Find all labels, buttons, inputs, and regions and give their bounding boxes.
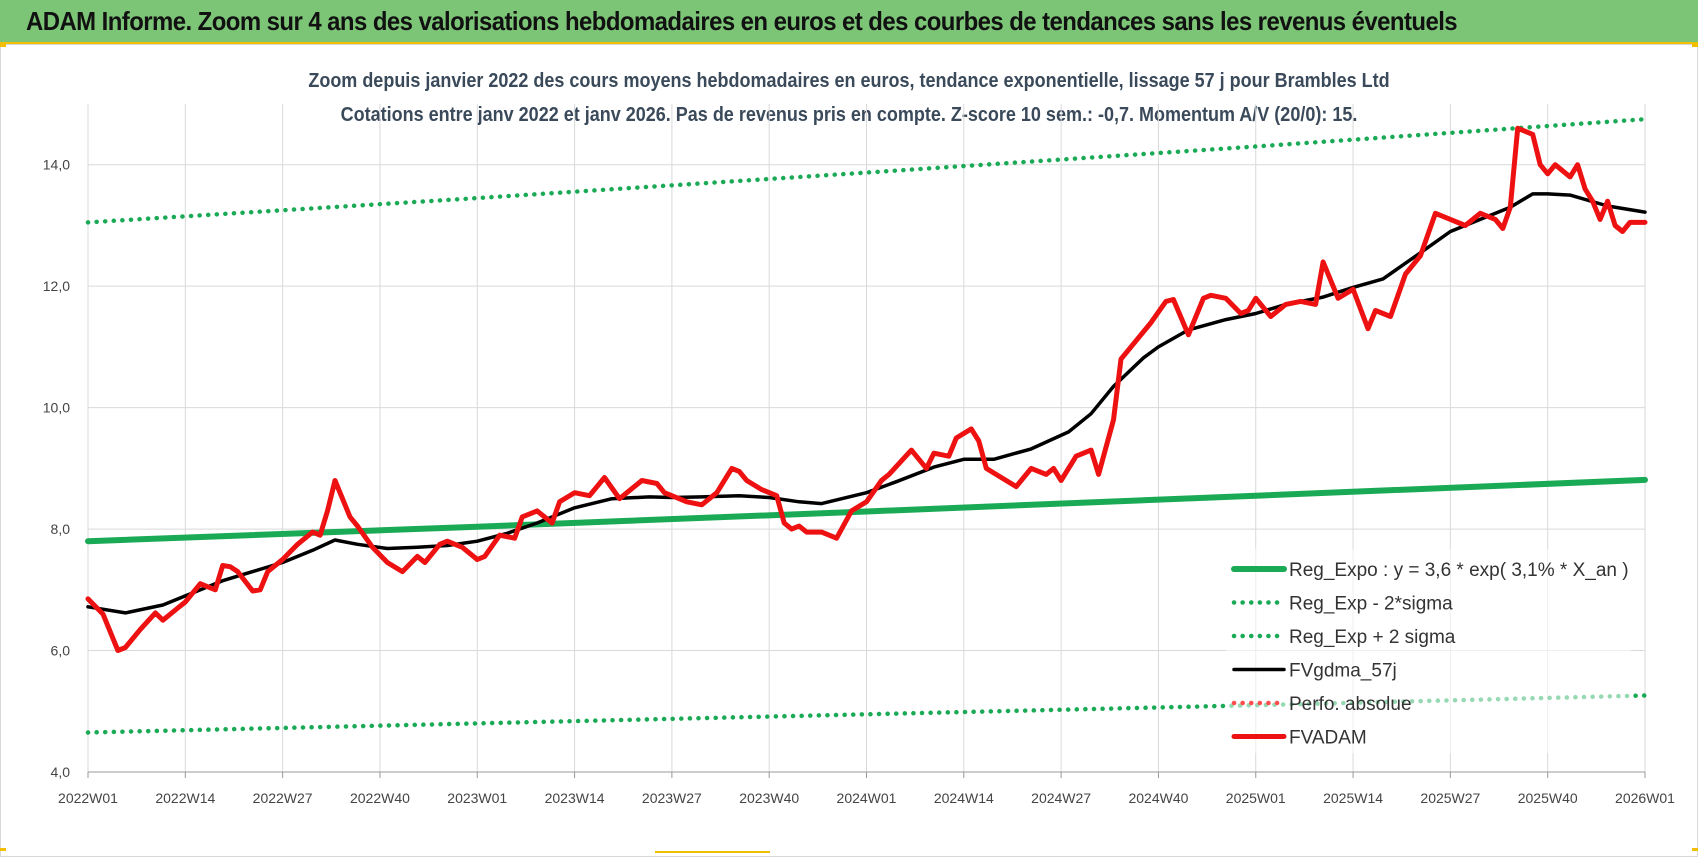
frame-corner-marker [0, 848, 6, 851]
legend-label-perfo-absolue: Perfo. absolue [1289, 694, 1412, 715]
y-tick-label: 12,0 [43, 278, 70, 294]
page-title: ADAM Informe. Zoom sur 4 ans des valoris… [26, 6, 1458, 36]
y-tick-label: 10,0 [43, 400, 70, 416]
x-tick-label: 2023W27 [642, 790, 702, 806]
x-tick-label: 2025W27 [1420, 790, 1480, 806]
y-tick-label: 6,0 [51, 643, 71, 659]
legend-label-fvgdma-57j: FVgdma_57j [1289, 661, 1397, 682]
series-line-reg-exp-2-sigma [85, 116, 1648, 225]
series-line-reg-expo-y-3-6-exp-3-1-x-an [85, 476, 1648, 545]
x-tick-label: 2024W14 [934, 790, 994, 806]
x-tick-label: 2023W01 [447, 790, 507, 806]
x-tick-label: 2022W40 [350, 790, 410, 806]
y-tick-label: 14,0 [43, 157, 70, 173]
y-tick-label: 4,0 [51, 764, 71, 780]
legend-background [1226, 549, 1631, 753]
frame-corner-marker [0, 44, 6, 47]
x-tick-label: 2022W27 [253, 790, 313, 806]
legend-label-reg-exp-2-sigma: Reg_Exp - 2*sigma [1289, 594, 1453, 615]
legend-label-reg-expo-y-3-6-exp-3-1-x-an: Reg_Expo : y = 3,6 * exp( 3,1% * X_an ) [1289, 560, 1629, 581]
chart-subtitle: Cotations entre janv 2022 et janv 2026. … [340, 104, 1358, 126]
frame-bottom-marker [655, 851, 770, 853]
axes: 4,0 6,0 8,0 10,0 12,0 14,0 2022W01 2022W14 2022W… [43, 157, 1675, 806]
x-tick-label: 2023W40 [739, 790, 799, 806]
header-banner: ADAM Informe. Zoom sur 4 ans des valoris… [0, 0, 1698, 44]
series-line-fvgdma-57j [86, 192, 1647, 615]
legend-label-fvadam: FVADAM [1289, 728, 1367, 749]
x-tick-label: 2025W40 [1518, 790, 1578, 806]
series-line-fvadam [85, 125, 1648, 653]
x-tick-label: 2024W40 [1128, 790, 1188, 806]
legend-label-reg-exp-2-sigma: Reg_Exp + 2 sigma [1289, 627, 1456, 648]
frame-corner-marker [1692, 848, 1698, 851]
x-tick-label: 2022W14 [155, 790, 215, 806]
chart-title: Zoom depuis janvier 2022 des cours moyen… [308, 70, 1390, 92]
x-tick-label: 2026W01 [1615, 790, 1675, 806]
x-tick-label: 2025W01 [1226, 790, 1286, 806]
frame-corner-marker [1692, 44, 1698, 47]
x-tick-label: 2024W01 [837, 790, 897, 806]
legend: Reg_Expo : y = 3,6 * exp( 3,1% * X_an ) R… [1226, 549, 1631, 753]
x-tick-label: 2025W14 [1323, 790, 1383, 806]
x-tick-label: 2023W14 [545, 790, 605, 806]
x-tick-label: 2024W27 [1031, 790, 1091, 806]
x-tick-label: 2022W01 [58, 790, 118, 806]
y-tick-label: 8,0 [51, 521, 71, 537]
